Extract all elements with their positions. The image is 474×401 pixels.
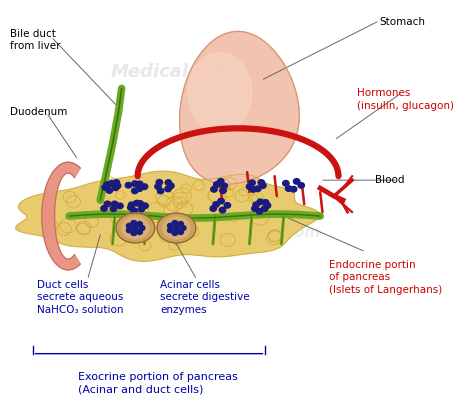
Circle shape (252, 206, 258, 211)
Circle shape (139, 226, 145, 231)
Text: Duodenum: Duodenum (10, 107, 67, 117)
Circle shape (137, 186, 143, 191)
Circle shape (250, 186, 256, 192)
Circle shape (125, 182, 132, 188)
Circle shape (165, 186, 171, 192)
Circle shape (127, 228, 132, 233)
Circle shape (258, 180, 264, 185)
Ellipse shape (122, 217, 149, 239)
Text: Stomach: Stomach (380, 17, 426, 26)
Circle shape (137, 222, 142, 226)
Circle shape (255, 186, 261, 192)
Circle shape (128, 205, 134, 210)
Text: Acinar cells
secrete digestive
enzymes: Acinar cells secrete digestive enzymes (160, 280, 250, 315)
Circle shape (101, 206, 107, 211)
Circle shape (260, 183, 266, 188)
Circle shape (283, 180, 289, 186)
Circle shape (117, 203, 123, 209)
Circle shape (257, 199, 264, 205)
Circle shape (131, 221, 137, 225)
Circle shape (220, 188, 226, 193)
Circle shape (113, 180, 119, 185)
Polygon shape (16, 171, 320, 261)
Circle shape (210, 206, 217, 211)
Circle shape (293, 178, 300, 184)
Ellipse shape (163, 217, 190, 239)
Circle shape (213, 202, 219, 207)
Text: Blood: Blood (375, 175, 404, 185)
Ellipse shape (157, 213, 196, 243)
Text: Bile duct
from liver: Bile duct from liver (10, 28, 60, 51)
Circle shape (104, 201, 110, 207)
Circle shape (110, 206, 117, 211)
Text: Endocrine portin
of pancreas
(Islets of Langerhans): Endocrine portin of pancreas (Islets of … (329, 260, 443, 295)
Text: Medicalook.com: Medicalook.com (182, 225, 321, 239)
Circle shape (219, 207, 226, 213)
Circle shape (224, 203, 230, 208)
Circle shape (133, 226, 138, 231)
Circle shape (167, 223, 173, 228)
Circle shape (131, 208, 137, 214)
Circle shape (168, 183, 174, 188)
Circle shape (256, 209, 263, 214)
Circle shape (263, 200, 269, 205)
Circle shape (131, 231, 137, 235)
Circle shape (181, 226, 186, 231)
Circle shape (211, 186, 217, 192)
Circle shape (291, 186, 297, 192)
Circle shape (172, 231, 178, 235)
Circle shape (221, 183, 228, 188)
Circle shape (253, 202, 259, 208)
Text: Exocrine portion of pancreas
(Acinar and duct cells): Exocrine portion of pancreas (Acinar and… (78, 372, 238, 394)
Ellipse shape (116, 213, 155, 243)
Text: Hormones
(insulin, glucagon): Hormones (insulin, glucagon) (357, 89, 454, 111)
Circle shape (102, 185, 109, 190)
Text: Duct cells
secrete aqueous
NaHCO₃ solution: Duct cells secrete aqueous NaHCO₃ soluti… (37, 280, 124, 315)
Polygon shape (42, 162, 80, 270)
Polygon shape (180, 31, 299, 184)
Circle shape (156, 180, 163, 185)
Circle shape (298, 182, 304, 188)
Circle shape (157, 188, 164, 194)
Circle shape (112, 185, 119, 190)
Circle shape (104, 182, 110, 187)
Circle shape (214, 182, 220, 187)
Circle shape (165, 180, 172, 185)
Circle shape (134, 200, 140, 206)
Circle shape (249, 180, 255, 186)
Circle shape (138, 206, 145, 212)
Circle shape (127, 223, 132, 228)
Text: Medicalook.com: Medicalook.com (111, 63, 274, 81)
Circle shape (218, 178, 224, 184)
Circle shape (137, 181, 143, 187)
Circle shape (262, 206, 268, 211)
Circle shape (264, 203, 271, 208)
Circle shape (109, 181, 115, 186)
Circle shape (132, 188, 138, 194)
Circle shape (137, 201, 144, 207)
Circle shape (137, 230, 142, 235)
Circle shape (167, 228, 173, 233)
Circle shape (178, 222, 183, 226)
Circle shape (141, 184, 148, 189)
Circle shape (111, 201, 118, 207)
Circle shape (128, 202, 135, 208)
Circle shape (132, 181, 138, 186)
Circle shape (106, 188, 112, 193)
Circle shape (178, 230, 183, 235)
Circle shape (114, 183, 121, 188)
Circle shape (218, 198, 224, 204)
Circle shape (285, 186, 292, 191)
Circle shape (246, 184, 253, 189)
Circle shape (142, 203, 148, 209)
Circle shape (172, 221, 178, 225)
Circle shape (173, 226, 179, 231)
Circle shape (155, 184, 161, 189)
Polygon shape (188, 53, 252, 132)
